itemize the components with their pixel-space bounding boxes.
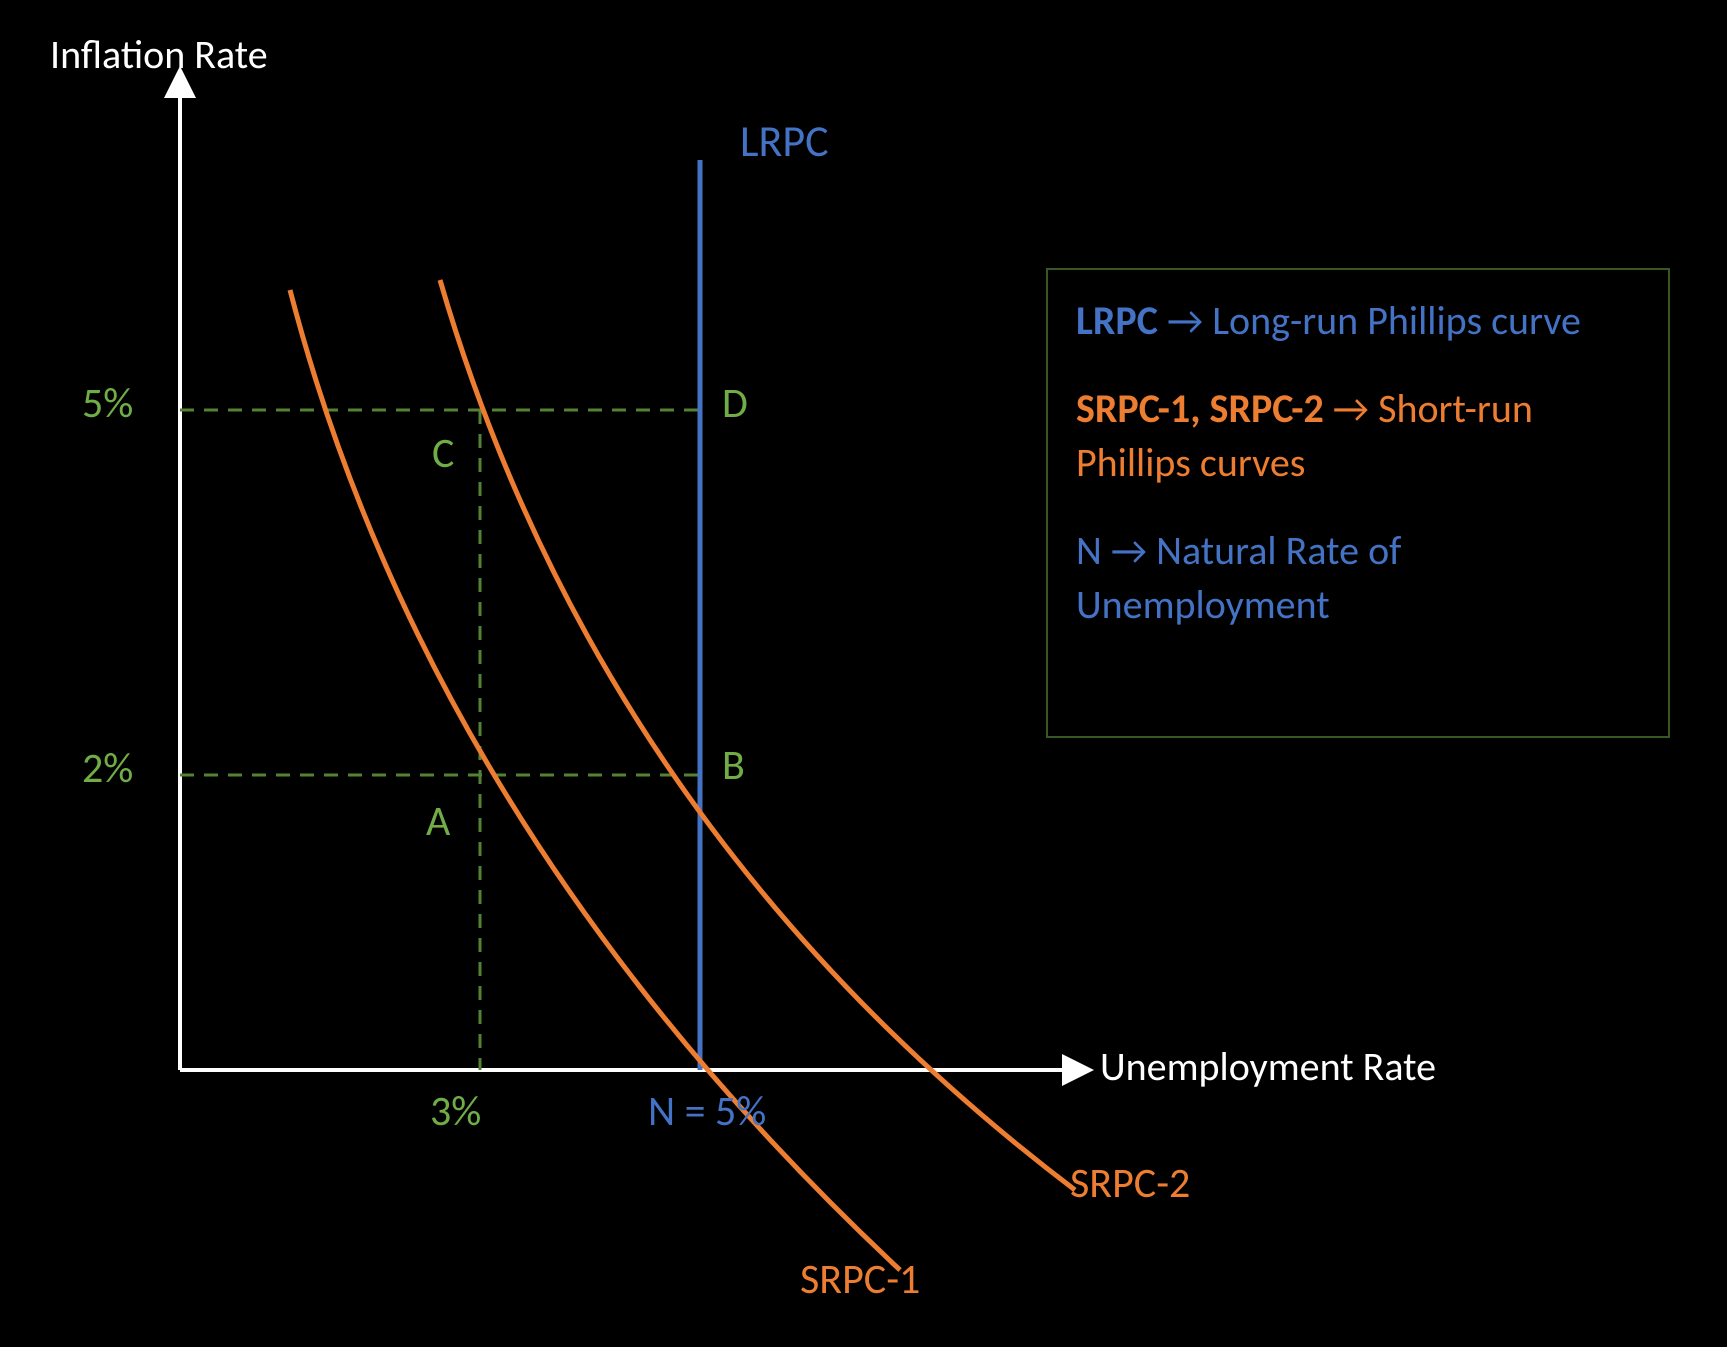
legend-srpc-bold: SRPC-1, SRPC-2: [1076, 384, 1324, 433]
legend-n: N → Natural Rate of Unemployment: [1076, 524, 1640, 632]
x-axis-label: Unemployment Rate: [1100, 1042, 1436, 1091]
srpc1-label: SRPC-1: [800, 1254, 920, 1305]
point-A-label: A: [426, 796, 450, 847]
legend-box: LRPC → Long-run Phillips curve SRPC-1, S…: [1046, 268, 1670, 738]
y-axis-label: Inflation Rate: [50, 30, 268, 79]
lrpc-label: LRPC: [740, 114, 829, 168]
ytick-2pct: 2%: [82, 743, 133, 794]
point-D-label: D: [722, 378, 748, 429]
xtick-n5pct: N = 5%: [648, 1086, 766, 1137]
ytick-5pct: 5%: [82, 378, 133, 429]
xtick-3pct: 3%: [430, 1086, 481, 1137]
legend-srpc: SRPC-1, SRPC-2 → Short-run Phillips curv…: [1076, 382, 1640, 490]
phillips-curve-diagram: Inflation Rate Unemployment Rate LRPC SR…: [0, 0, 1727, 1347]
legend-lrpc-bold: LRPC: [1076, 296, 1158, 345]
srpc2-label: SRPC-2: [1070, 1158, 1190, 1209]
point-B-label: B: [722, 740, 745, 791]
legend-lrpc: LRPC → Long-run Phillips curve: [1076, 294, 1640, 348]
legend-lrpc-rest: → Long-run Phillips curve: [1158, 296, 1581, 345]
point-C-label: C: [432, 428, 454, 479]
